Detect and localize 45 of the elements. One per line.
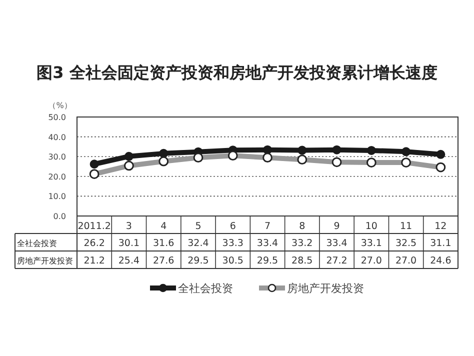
data-label: 33.3 xyxy=(222,238,244,249)
data-label: 33.4 xyxy=(326,238,348,249)
data-label: 24.6 xyxy=(430,256,452,266)
y-tick-label: 40.0 xyxy=(48,132,66,142)
y-tick-label: 20.0 xyxy=(48,172,66,182)
data-label: 33.4 xyxy=(256,238,278,249)
legend-label: 房地产开发投资 xyxy=(287,282,364,295)
x-tick-label: 9 xyxy=(334,221,340,232)
y-axis-title: （%） xyxy=(48,101,72,110)
x-tick-label: 4 xyxy=(160,221,167,232)
data-label: 32.5 xyxy=(395,238,417,249)
data-label: 27.0 xyxy=(395,256,417,266)
data-label: 29.5 xyxy=(256,256,278,266)
data-label: 21.2 xyxy=(84,256,105,266)
data-label: 30.1 xyxy=(118,238,140,249)
x-tick-label: 10 xyxy=(365,221,378,232)
data-label: 27.2 xyxy=(326,256,348,266)
x-tick-label: 6 xyxy=(230,221,236,232)
y-tick-label: 10.0 xyxy=(48,192,66,202)
x-tick-label: 5 xyxy=(195,221,202,232)
data-label: 32.4 xyxy=(188,238,209,249)
data-label: 33.1 xyxy=(360,238,382,249)
chart-title: 图3 全社会固定资产投资和房地产开发投资累计增长速度 xyxy=(36,63,438,82)
data-label: 30.5 xyxy=(222,256,244,266)
y-tick-label: 50.0 xyxy=(48,113,66,122)
text: 全社会投资 xyxy=(17,239,57,248)
data-label: 28.5 xyxy=(292,256,313,266)
x-tick-label: 2011.2 xyxy=(78,221,111,232)
y-tick-label: 0.0 xyxy=(53,212,66,221)
legend-label: 全社会投资 xyxy=(178,282,233,295)
data-label: 29.5 xyxy=(188,256,209,266)
text: 房地产开发投资 xyxy=(17,256,73,266)
x-tick-label: 8 xyxy=(299,221,306,232)
data-label: 26.2 xyxy=(84,238,105,249)
data-label: 31.1 xyxy=(430,238,452,249)
data-label: 27.6 xyxy=(153,256,174,266)
x-tick-label: 12 xyxy=(434,221,447,232)
data-label: 31.6 xyxy=(153,238,174,249)
x-tick-label: 7 xyxy=(264,221,271,232)
x-tick-label: 11 xyxy=(400,221,412,232)
y-tick-label: 30.0 xyxy=(48,152,66,162)
data-label: 27.0 xyxy=(360,256,382,266)
x-tick-label: 3 xyxy=(126,221,132,232)
data-label: 33.2 xyxy=(292,238,313,249)
data-label: 25.4 xyxy=(118,256,140,266)
